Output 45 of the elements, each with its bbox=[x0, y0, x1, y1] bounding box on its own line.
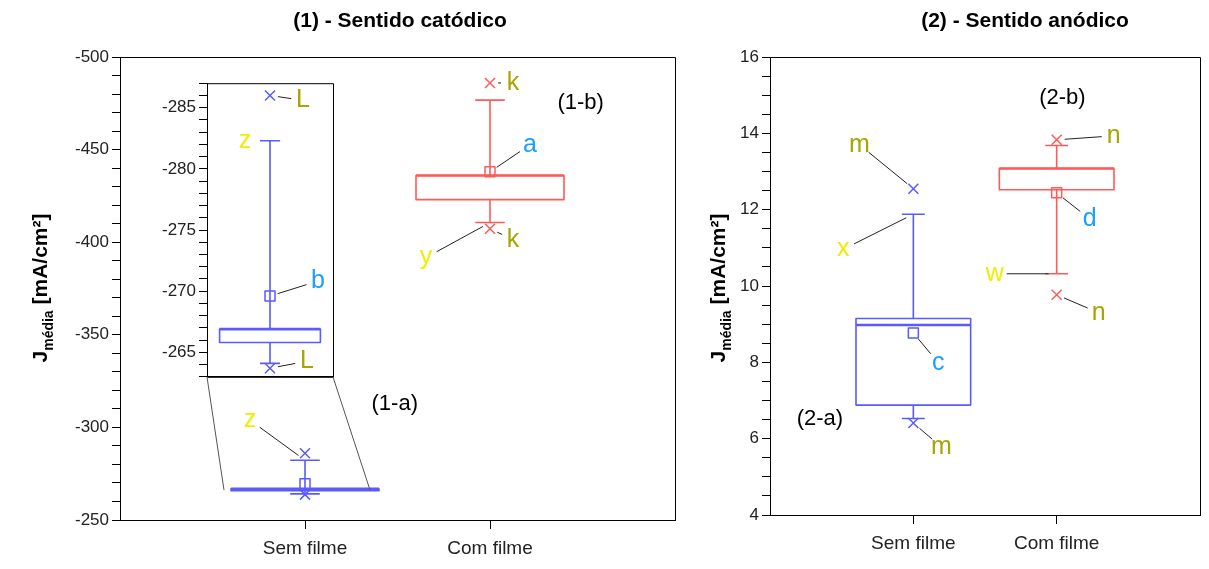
y-tick-label: 14 bbox=[740, 123, 759, 143]
annotation: x bbox=[837, 233, 851, 262]
chart-title: (2) - Sentido anódico bbox=[921, 8, 1129, 32]
y-tick-label: 16 bbox=[740, 46, 759, 66]
annotation: k bbox=[506, 223, 520, 252]
annotation: L bbox=[300, 345, 315, 374]
annotation: m bbox=[848, 128, 870, 157]
y-tick-label: -450 bbox=[74, 139, 109, 159]
annotation: z bbox=[243, 404, 257, 433]
y-tick-label: -285 bbox=[161, 97, 196, 117]
y-tick-label: -265 bbox=[161, 342, 196, 362]
y-tick-label: -280 bbox=[161, 158, 196, 178]
annotation: L bbox=[296, 84, 311, 113]
annotation: n bbox=[1091, 296, 1106, 325]
annotation: (1-a) bbox=[371, 390, 418, 416]
y-tick-label: 4 bbox=[749, 504, 759, 524]
chart-title: (1) - Sentido catódico bbox=[293, 8, 507, 32]
y-tick-label: 8 bbox=[749, 352, 759, 372]
y-tick-label: -275 bbox=[161, 219, 196, 239]
x-tick-label: Sem filme bbox=[871, 531, 956, 553]
annotation: n bbox=[1106, 119, 1121, 148]
x-tick-label: Com filme bbox=[447, 536, 533, 558]
annotation: (2-b) bbox=[1039, 84, 1086, 110]
y-tick-label: 12 bbox=[740, 199, 759, 219]
x-tick-label: Sem filme bbox=[262, 536, 348, 558]
annotation: (1-b) bbox=[557, 89, 604, 115]
y-tick-label: -270 bbox=[161, 280, 196, 300]
annotation: b bbox=[311, 264, 325, 293]
annotation: c bbox=[932, 346, 945, 375]
y-tick-label: -500 bbox=[74, 46, 109, 66]
x-tick-label: Com filme bbox=[1013, 531, 1100, 553]
annotation: d bbox=[1082, 202, 1097, 231]
annotation: a bbox=[523, 128, 538, 157]
y-tick-label: 6 bbox=[749, 428, 759, 448]
y-tick-label: -300 bbox=[74, 417, 109, 437]
annotation: k bbox=[506, 66, 520, 95]
y-tick-label: -400 bbox=[74, 231, 109, 251]
y-tick-label: -350 bbox=[74, 324, 109, 344]
annotation: (2-a) bbox=[796, 404, 844, 430]
annotation: y bbox=[419, 241, 433, 270]
annotation: m bbox=[930, 430, 952, 459]
y-tick-label: 10 bbox=[740, 275, 759, 295]
y-tick-label: -250 bbox=[74, 509, 109, 529]
annotation: z bbox=[238, 124, 252, 153]
annotation: w bbox=[984, 257, 1005, 286]
